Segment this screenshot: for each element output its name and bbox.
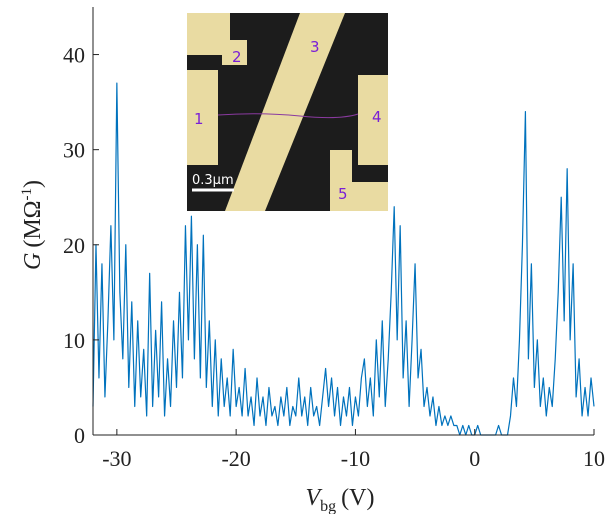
- x-tick-label: 0: [469, 446, 480, 471]
- y-tick-label: 20: [63, 233, 85, 258]
- y-tick-label: 30: [63, 138, 85, 163]
- x-tick-label: -30: [102, 446, 131, 471]
- x-axis-label: Vbg (V): [306, 485, 375, 514]
- nanowire: [217, 113, 359, 119]
- electrode: [225, 13, 345, 211]
- x-tick-label: -20: [221, 446, 250, 471]
- inset-label: 5: [338, 185, 348, 203]
- x-label-symbol: V: [306, 485, 323, 511]
- inset-label: 3: [310, 38, 320, 56]
- x-tick-label: 10: [583, 446, 605, 471]
- scale-bar-label: 0.3μm: [192, 173, 234, 188]
- electrode: [187, 70, 218, 165]
- y-label-symbol: G: [20, 253, 46, 270]
- x-label-unit: (V): [341, 485, 374, 511]
- electrode: [187, 13, 247, 65]
- y-tick-label: 0: [74, 423, 85, 448]
- y-label-unit: (MΩ: [20, 200, 46, 247]
- y-tick-label: 40: [63, 43, 85, 68]
- y-axis-label: G (MΩ-1): [19, 180, 46, 270]
- inset-micrograph: 1 2 3 4 5 0.3μm: [187, 13, 388, 211]
- electrode: [330, 150, 388, 211]
- y-tick-label: 10: [63, 328, 85, 353]
- inset-label: 1: [194, 110, 204, 128]
- inset-label: 4: [372, 108, 382, 126]
- data-line: [92, 82, 595, 436]
- y-label-close: ): [20, 180, 46, 188]
- electrode: [358, 75, 388, 165]
- x-label-subscript: bg: [320, 498, 336, 514]
- x-tick-label: -10: [341, 446, 370, 471]
- y-label-superscript: -1: [19, 188, 35, 201]
- inset-label: 2: [232, 48, 242, 66]
